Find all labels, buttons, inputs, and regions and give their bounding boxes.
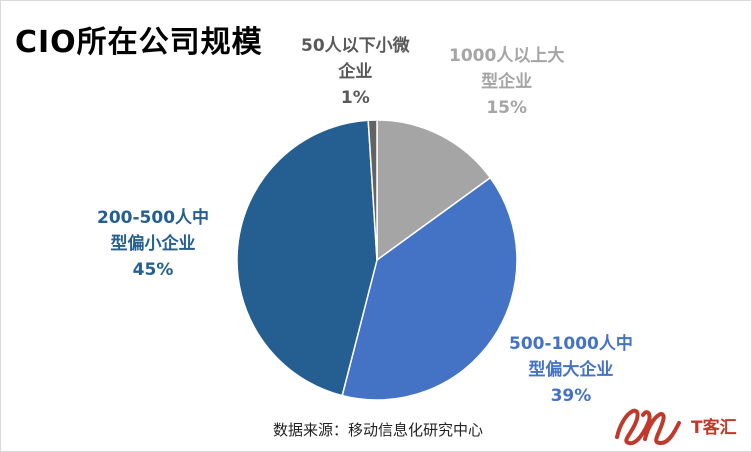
slice-label-micro-line1: 50人以下小微	[301, 36, 410, 56]
pie-slice-large-enterprise	[376, 119, 492, 262]
slice-label-large-line1: 1000人以上大	[449, 46, 565, 66]
slice-label-micro: 50人以下小微 企业 1%	[301, 33, 410, 111]
slice-label-medium-small: 200-500人中 型偏小企业 45%	[97, 205, 209, 283]
brand-logo-icon	[615, 408, 681, 446]
slice-label-large-percent: 15%	[486, 98, 528, 118]
slice-label-medium-small-line2: 型偏小企业	[110, 234, 196, 254]
slice-label-medium-large-line2: 型偏大企业	[528, 360, 614, 380]
brand-text: T客汇	[691, 418, 737, 438]
slice-label-medium-small-line1: 200-500人中	[97, 208, 210, 228]
slice-label-large: 1000人以上大 型企业 15%	[449, 43, 564, 121]
source-note: 数据来源：移动信息化研究中心	[273, 421, 484, 439]
slice-label-medium-small-percent: 45%	[132, 260, 174, 280]
slice-label-micro-line2: 企业	[338, 62, 373, 82]
slice-label-medium-large-percent: 39%	[550, 386, 592, 406]
slice-label-medium-large: 500-1000人中 型偏大企业 39%	[509, 331, 633, 409]
chart-title: CIO所在公司规模	[15, 25, 263, 60]
pie-slice-medium-large	[341, 176, 518, 401]
slice-label-large-line2: 型企业	[481, 72, 533, 92]
slice-label-micro-percent: 1%	[340, 88, 370, 108]
pie-slice-micro	[367, 119, 378, 261]
slice-label-medium-large-line1: 500-1000人中	[509, 334, 633, 354]
pie-slice-medium-small	[236, 119, 378, 397]
